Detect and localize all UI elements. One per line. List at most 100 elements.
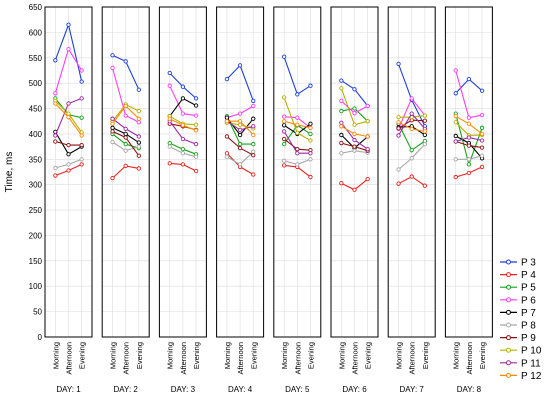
legend-swatch-marker (506, 272, 511, 278)
data-point (66, 111, 71, 116)
data-point (409, 126, 414, 131)
data-point (167, 70, 172, 76)
data-point (352, 122, 357, 127)
panel-frame (273, 6, 322, 338)
panel-day-8: Morning Afternoon Evening DAY: 8 (444, 6, 493, 394)
data-point (453, 91, 458, 96)
y-tick-label: 100 (29, 282, 43, 291)
data-point (193, 103, 199, 108)
data-point (339, 120, 344, 125)
data-point (365, 103, 370, 109)
data-point (237, 111, 243, 116)
data-point (136, 87, 142, 92)
y-tick-label: 600 (29, 28, 43, 37)
panel-day-7: Morning Afternoon Evening DAY: 7 (387, 6, 436, 394)
data-point (66, 46, 71, 52)
panel-label: DAY: 2 (114, 385, 139, 394)
data-point (224, 151, 230, 156)
panel-day-4: Morning Afternoon Evening DAY: 4 (216, 6, 265, 394)
data-point (295, 115, 300, 120)
data-point (167, 161, 172, 166)
data-point (53, 173, 58, 178)
data-point (396, 167, 401, 172)
data-point (66, 152, 71, 157)
data-point (396, 126, 401, 131)
data-point (453, 133, 458, 139)
y-tick-label: 50 (33, 308, 42, 317)
legend-swatch-marker (506, 322, 511, 328)
data-point (295, 147, 300, 152)
x-tick-label: Morning (395, 342, 404, 369)
data-point (453, 120, 458, 125)
chart-panels: Morning Afternoon Evening DAY: 1 Morning Afte… (44, 6, 493, 394)
legend-item: P 3 (500, 258, 536, 269)
legend-label: P 11 (521, 358, 541, 369)
data-point (79, 142, 84, 148)
data-point (224, 76, 230, 82)
data-point (308, 125, 313, 130)
data-point (339, 124, 344, 129)
data-point (53, 133, 58, 138)
legend-label: P 5 (521, 283, 536, 294)
x-tick-label: Morning (337, 342, 346, 369)
data-point (453, 139, 458, 144)
panel-day-1: Morning Afternoon Evening DAY: 1 (44, 6, 93, 394)
data-point (281, 119, 287, 124)
x-tick-label: Afternoon (236, 342, 245, 375)
data-point (453, 157, 458, 162)
data-point (53, 165, 58, 171)
data-point (79, 133, 84, 138)
y-tick-label: 550 (29, 54, 43, 63)
data-point (167, 83, 172, 88)
x-tick-label: Afternoon (293, 342, 302, 375)
legend-label: P 12 (521, 371, 542, 382)
data-point (295, 92, 300, 97)
data-point (339, 78, 344, 83)
data-point (295, 130, 300, 136)
data-point (251, 98, 256, 104)
data-point (466, 115, 472, 120)
legend-label: P 7 (521, 308, 536, 319)
data-point (66, 22, 71, 27)
data-point (479, 125, 485, 130)
data-point (281, 158, 287, 163)
panel-label: DAY: 7 (400, 385, 425, 394)
data-point (365, 134, 370, 139)
data-point (53, 101, 58, 106)
x-tick-label: Morning (166, 342, 175, 369)
data-point (396, 133, 401, 138)
data-point (281, 141, 287, 147)
data-point (193, 168, 199, 174)
y-tick-label: 350 (29, 155, 43, 164)
x-tick-label: Afternoon (408, 342, 417, 375)
data-point (339, 181, 344, 186)
data-point (352, 106, 357, 111)
data-point (53, 91, 58, 96)
data-point (365, 119, 370, 124)
data-point (281, 95, 287, 100)
data-point (123, 59, 128, 64)
data-point (237, 63, 243, 68)
panel-label: DAY: 6 (342, 385, 367, 394)
x-tick-label: Afternoon (465, 342, 474, 375)
data-point (193, 122, 199, 127)
data-point (251, 172, 256, 177)
data-point (193, 141, 199, 147)
data-point (396, 120, 401, 125)
data-point (224, 134, 230, 139)
data-point (237, 162, 243, 167)
x-tick-label: Afternoon (351, 342, 360, 375)
data-point (396, 61, 401, 67)
data-point (281, 129, 287, 134)
y-tick-label: 150 (29, 257, 43, 266)
data-point (79, 115, 84, 120)
data-point (251, 153, 256, 158)
data-point (180, 96, 186, 101)
data-point (409, 174, 414, 179)
legend-swatch-marker (506, 284, 511, 290)
data-point (251, 103, 256, 109)
data-point (193, 96, 199, 101)
data-point (365, 176, 370, 182)
data-point (308, 174, 313, 180)
data-point (136, 134, 142, 139)
